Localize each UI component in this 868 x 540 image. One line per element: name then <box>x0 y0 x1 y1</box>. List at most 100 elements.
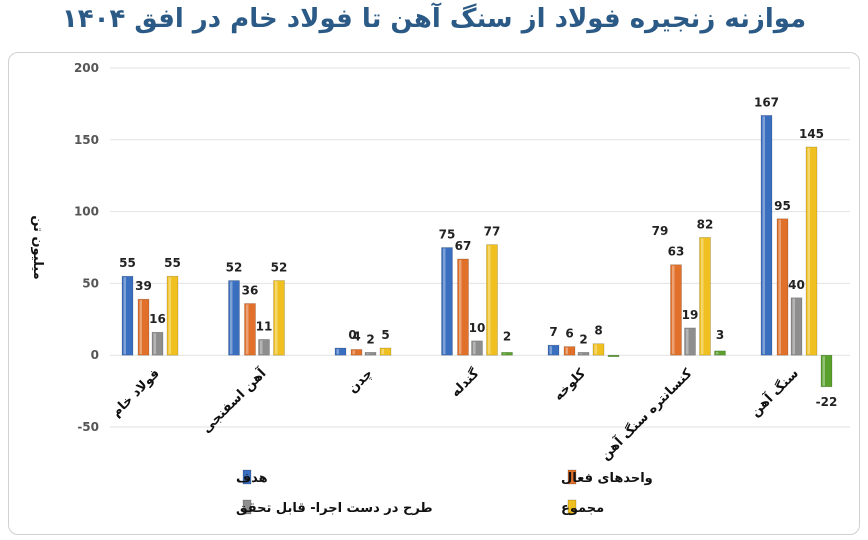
bar <box>805 146 818 356</box>
data-label: 55 <box>164 256 181 270</box>
bar-highlight <box>579 353 582 355</box>
data-label: 82 <box>697 217 714 231</box>
y-tick-label: 0 <box>91 348 99 362</box>
bar <box>121 275 134 356</box>
bar-highlight <box>792 298 795 355</box>
legend-swatch <box>567 469 577 485</box>
legend-label: طرح در دست اجرا- قابل تحقق <box>236 501 433 516</box>
data-label: 8 <box>594 324 602 338</box>
data-label: 2 <box>579 332 587 346</box>
data-label: 3 <box>716 328 724 342</box>
bar-highlight <box>503 353 506 355</box>
y-axis-label: میلیون تن <box>30 215 45 279</box>
bar <box>592 343 605 356</box>
category-label: گندله <box>448 365 483 400</box>
data-label: 7 <box>549 325 557 339</box>
chart-frame <box>8 52 860 535</box>
bar-highlight <box>139 300 142 355</box>
bar-highlight <box>260 340 263 355</box>
data-label: 55 <box>119 256 136 270</box>
bar-highlight <box>443 248 446 355</box>
legend-label: هدف <box>236 471 268 486</box>
bar <box>684 327 696 356</box>
bar-highlight <box>716 351 719 355</box>
bar <box>820 354 833 388</box>
data-label: 67 <box>455 239 472 253</box>
legend-swatch <box>242 499 252 515</box>
data-label: 5 <box>381 328 389 342</box>
bar <box>501 352 513 356</box>
data-label: 6 <box>565 327 573 341</box>
bar <box>137 298 150 356</box>
category-label: آهن اسفنجی <box>198 364 270 436</box>
bar-highlight <box>701 238 704 355</box>
chart-title: موازنه زنجیره فولاد از سنگ آهن تا فولاد … <box>61 4 807 34</box>
bar-highlight <box>488 245 491 355</box>
bar <box>670 264 682 356</box>
category-label: سنگ آهن <box>747 365 802 420</box>
bar <box>273 280 285 356</box>
bar-highlight <box>565 347 568 355</box>
bar-highlight <box>762 116 765 355</box>
bar-highlight <box>230 281 233 355</box>
bar <box>228 280 240 356</box>
data-label: 77 <box>484 225 501 239</box>
bar-highlight <box>822 356 825 386</box>
bar <box>607 354 620 358</box>
data-label: 167 <box>754 95 779 109</box>
legend-swatch <box>567 499 577 515</box>
category-label: فولاد خام <box>109 366 163 420</box>
data-label: -22 <box>816 395 838 409</box>
bar <box>441 247 453 356</box>
data-label: 2 <box>366 332 374 346</box>
bar-highlight <box>168 277 171 355</box>
data-label: 19 <box>682 308 699 322</box>
bar <box>379 347 392 356</box>
data-label: 95 <box>774 199 791 213</box>
bar <box>699 237 711 356</box>
bar <box>714 350 726 356</box>
legend-label: واحدهای فعال <box>561 471 653 486</box>
bar <box>563 346 576 356</box>
bar <box>334 347 347 356</box>
bar <box>350 349 363 356</box>
bar-highlight <box>366 353 369 355</box>
data-label: 145 <box>799 127 824 141</box>
data-label: 63 <box>668 245 685 259</box>
bar <box>471 340 483 356</box>
bar-highlight <box>275 281 278 355</box>
bar-highlight <box>153 333 156 355</box>
bar <box>258 339 270 356</box>
bar <box>547 344 560 356</box>
data-label: 2 <box>503 329 511 343</box>
data-label: 4 <box>352 329 360 343</box>
data-label: 10 <box>469 321 486 335</box>
y-tick-label: 50 <box>82 276 99 290</box>
y-tick-label: 150 <box>74 133 99 147</box>
bar-highlight <box>381 349 384 355</box>
data-label: 0 <box>348 328 356 342</box>
data-label: 40 <box>788 278 805 292</box>
bar-highlight <box>459 259 462 355</box>
data-label: 52 <box>271 261 288 275</box>
legend-label: مجموع <box>561 501 604 516</box>
bar <box>457 258 469 356</box>
category-label: کنسانتره سنگ آهن <box>597 365 696 464</box>
bar <box>790 297 803 356</box>
bar-highlight <box>807 147 810 355</box>
data-label: 75 <box>439 228 456 242</box>
bar-highlight <box>778 219 781 355</box>
bar-highlight <box>352 350 355 355</box>
category-label: چدن <box>345 366 375 396</box>
y-tick-label: 100 <box>74 205 99 219</box>
bar <box>364 352 377 356</box>
legend-swatch <box>242 469 252 485</box>
bar <box>577 352 590 356</box>
bar <box>166 275 179 356</box>
data-label: 16 <box>149 312 166 326</box>
category-label: کلوخه <box>551 366 589 404</box>
data-label: 79 <box>652 224 669 238</box>
bar-highlight <box>594 344 597 355</box>
y-tick-label: 200 <box>74 61 99 75</box>
